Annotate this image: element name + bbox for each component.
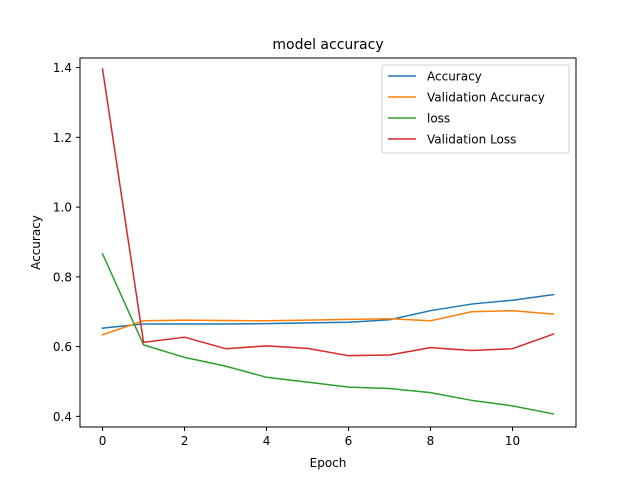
legend-box (381, 64, 570, 154)
x-tick-label-4: 4 (263, 434, 271, 448)
x-tick-label-6: 6 (345, 434, 353, 448)
y-tick-label-2: 0.8 (53, 270, 72, 284)
x-tick-label-8: 8 (427, 434, 435, 448)
series-line-2 (101, 252, 555, 415)
y-tick-label-5: 1.4 (53, 61, 72, 75)
legend-label-3: Validation Loss (427, 133, 516, 147)
axes-frame (79, 57, 577, 428)
x-axis-label: Epoch (310, 456, 347, 470)
x-tick-label-0: 0 (99, 434, 107, 448)
x-tick-label-10: 10 (505, 434, 520, 448)
legend-label-1: Validation Accuracy (427, 91, 545, 105)
chart-title: model accuracy (272, 37, 383, 53)
plot-area (101, 68, 555, 415)
series-line-0 (101, 293, 555, 329)
legend: Accuracy Validation Accuracy loss Validatio… (381, 64, 570, 154)
y-tick-label-0: 0.4 (53, 410, 72, 424)
series-line-1 (101, 309, 555, 336)
y-tick-label-3: 1.0 (53, 201, 72, 215)
series-line-3 (101, 68, 555, 357)
legend-label-2: loss (427, 112, 450, 126)
x-tick-label-2: 2 (181, 434, 189, 448)
legend-label-0: Accuracy (427, 70, 482, 84)
y-axis-label: Accuracy (29, 215, 43, 270)
y-tick-label-4: 1.2 (53, 131, 72, 145)
y-tick-label-1: 0.6 (53, 340, 72, 354)
